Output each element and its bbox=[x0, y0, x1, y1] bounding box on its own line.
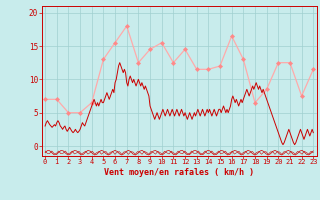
X-axis label: Vent moyen/en rafales ( km/h ): Vent moyen/en rafales ( km/h ) bbox=[104, 168, 254, 177]
